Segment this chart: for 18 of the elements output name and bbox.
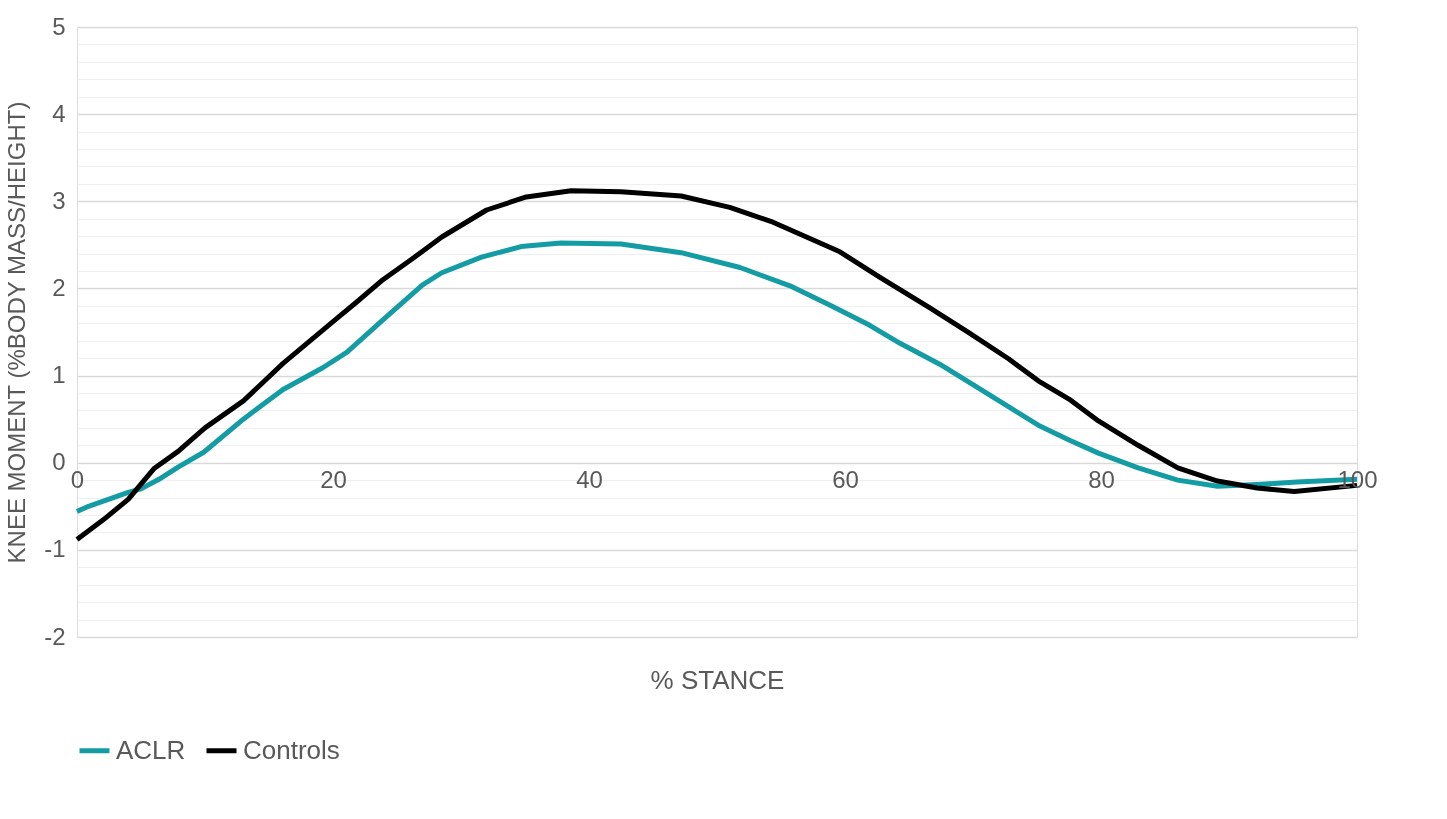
y-tick-label: 3 — [52, 186, 66, 214]
y-tick-label: -1 — [44, 535, 66, 563]
y-tick-label: 5 — [52, 12, 66, 40]
y-tick-label: 1 — [52, 361, 66, 389]
y-tick-label: 0 — [52, 448, 66, 476]
x-tick-label: 100 — [1337, 466, 1378, 494]
legend-label: Controls — [243, 734, 340, 765]
y-axis-title: KNEE MOMENT (%BODY MASS/HEIGHT) — [3, 101, 31, 564]
x-tick-label: 40 — [576, 466, 603, 494]
y-tick-label: 2 — [52, 273, 66, 301]
legend-label: ACLR — [116, 734, 186, 765]
x-tick-label: 60 — [832, 466, 859, 494]
x-tick-label: 20 — [320, 466, 347, 494]
y-tick-label: -2 — [44, 622, 66, 650]
y-tick-label: 4 — [52, 99, 66, 127]
x-axis-title: % STANCE — [650, 664, 785, 695]
x-tick-label: 80 — [1088, 466, 1115, 494]
x-tick-label: 0 — [70, 466, 85, 494]
